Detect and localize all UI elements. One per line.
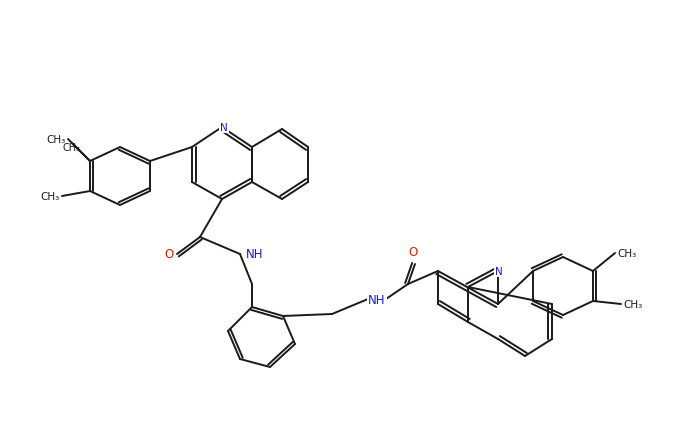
Text: NH: NH — [246, 248, 263, 261]
Text: CH₃: CH₃ — [47, 135, 66, 144]
Text: N: N — [495, 266, 503, 276]
Text: CH₃: CH₃ — [623, 299, 642, 309]
Text: N: N — [220, 123, 228, 133]
Text: NH: NH — [368, 293, 386, 306]
Text: O: O — [164, 248, 174, 261]
Text: CH₃: CH₃ — [617, 249, 636, 258]
Text: CH₃: CH₃ — [41, 191, 60, 202]
Text: CH₃: CH₃ — [63, 143, 81, 153]
Text: O: O — [408, 246, 418, 259]
